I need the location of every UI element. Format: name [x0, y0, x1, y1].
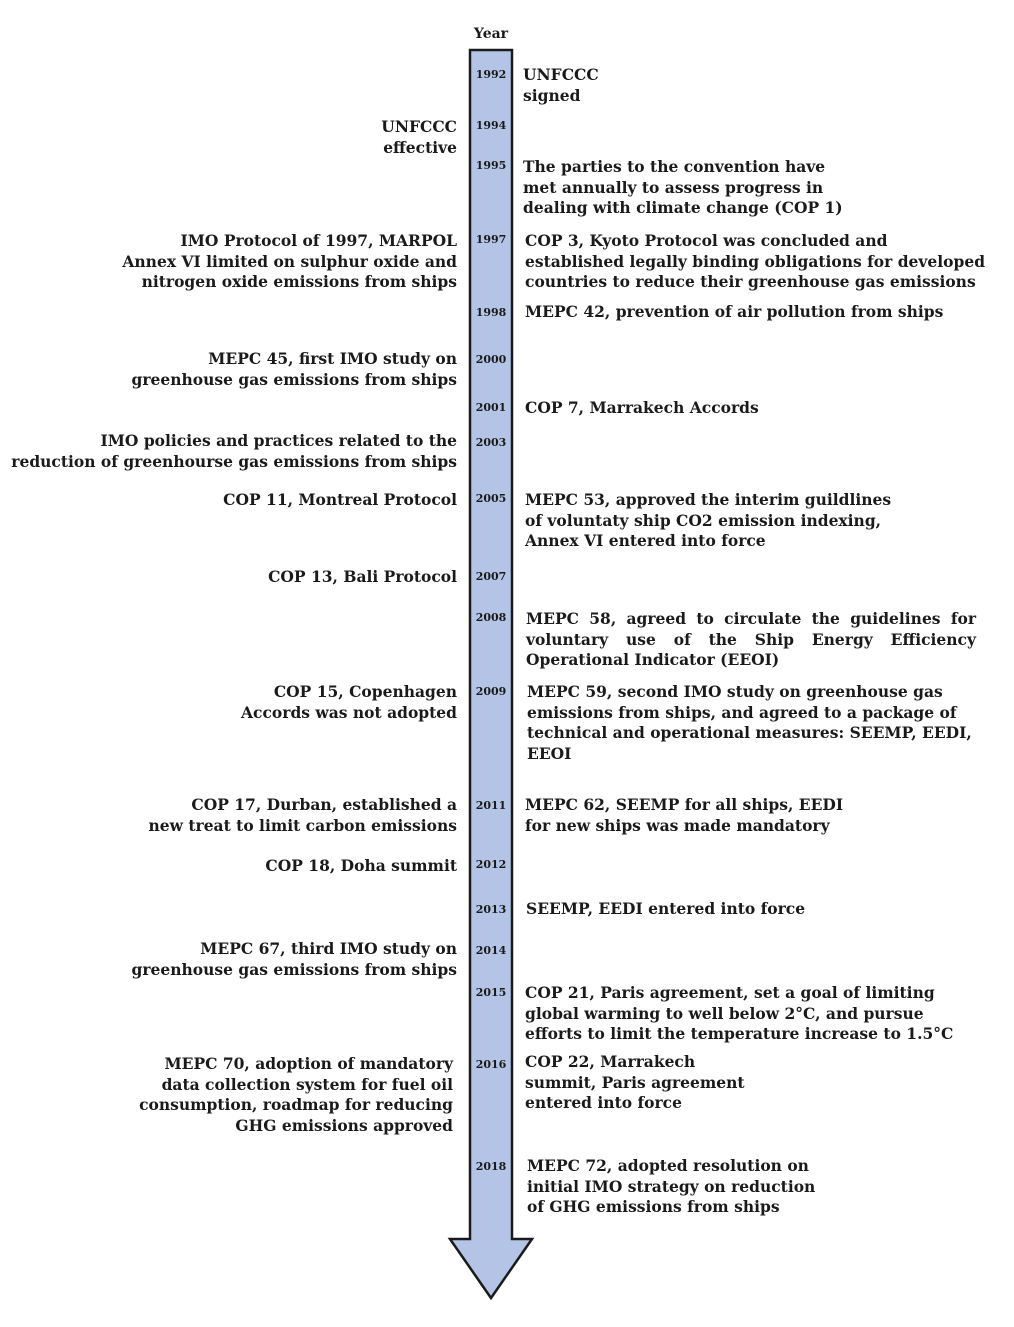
- year-label-2016: 2016: [475, 1058, 507, 1071]
- event-2016-right: COP 22, Marrakech summit, Paris agreemen…: [525, 1052, 745, 1112]
- event-1997-right: COP 3, Kyoto Protocol was concluded and …: [525, 231, 986, 291]
- year-label-2000: 2000: [475, 353, 507, 366]
- year-label-2015: 2015: [475, 986, 507, 999]
- event-2014-left: MEPC 67, third IMO study on greenhouse g…: [131, 939, 458, 979]
- year-label-2007: 2007: [475, 570, 507, 583]
- event-2015-right: COP 21, Paris agreement, set a goal of l…: [525, 983, 954, 1043]
- year-label-2005: 2005: [475, 492, 507, 505]
- year-label-2009: 2009: [475, 685, 507, 698]
- year-label-2011: 2011: [475, 799, 507, 812]
- year-label-1995: 1995: [475, 159, 507, 172]
- event-2011-right: MEPC 62, SEEMP for all ships, EEDI for n…: [525, 795, 844, 835]
- event-2009-right: MEPC 59, second IMO study on greenhouse …: [527, 682, 972, 763]
- event-2016-left: MEPC 70, adoption of mandatory data coll…: [139, 1054, 453, 1135]
- year-label-1994: 1994: [475, 119, 507, 132]
- event-2013-right: SEEMP, EEDI entered into force: [526, 899, 806, 918]
- event-2018-right: MEPC 72, adopted resolution on initial I…: [527, 1156, 816, 1216]
- event-2005-left: COP 11, Montreal Protocol: [223, 490, 457, 509]
- year-label-1998: 1998: [475, 306, 507, 319]
- event-2005-right: MEPC 53, approved the interim guildlines…: [525, 490, 892, 550]
- year-label-2014: 2014: [475, 944, 507, 957]
- event-2000-left: MEPC 45, first IMO study on greenhouse g…: [131, 349, 458, 389]
- event-2011-left: COP 17, Durban, established a new treat …: [148, 795, 458, 835]
- year-label-2013: 2013: [475, 903, 507, 916]
- event-2007-left: COP 13, Bali Protocol: [268, 567, 457, 586]
- event-2008-right: MEPC 58, agreed to circulate the guideli…: [526, 609, 976, 669]
- event-1992-right: UNFCCC signed: [523, 65, 599, 105]
- year-label-2012: 2012: [475, 858, 507, 871]
- event-2001-right: COP 7, Marrakech Accords: [525, 398, 759, 417]
- event-2009-left: COP 15, Copenhagen Accords was not adopt…: [241, 682, 457, 722]
- year-label-2008: 2008: [475, 611, 507, 624]
- event-1997-left: IMO Protocol of 1997, MARPOL Annex VI li…: [122, 231, 457, 291]
- year-label-1997: 1997: [475, 233, 507, 246]
- event-2003-left: IMO policies and practices related to th…: [11, 431, 457, 471]
- event-1998-right: MEPC 42, prevention of air pollution fro…: [525, 302, 944, 321]
- year-label-1992: 1992: [475, 68, 507, 81]
- year-label-2003: 2003: [475, 436, 507, 449]
- arrow-shape: [447, 48, 535, 1301]
- event-2012-left: COP 18, Doha summit: [265, 856, 457, 875]
- event-1994-left: UNFCCC effective: [381, 117, 457, 157]
- year-label-2018: 2018: [475, 1160, 507, 1173]
- year-label-2001: 2001: [475, 401, 507, 414]
- axis-title: Year: [473, 26, 509, 42]
- event-1995-right: The parties to the convention have met a…: [523, 157, 843, 217]
